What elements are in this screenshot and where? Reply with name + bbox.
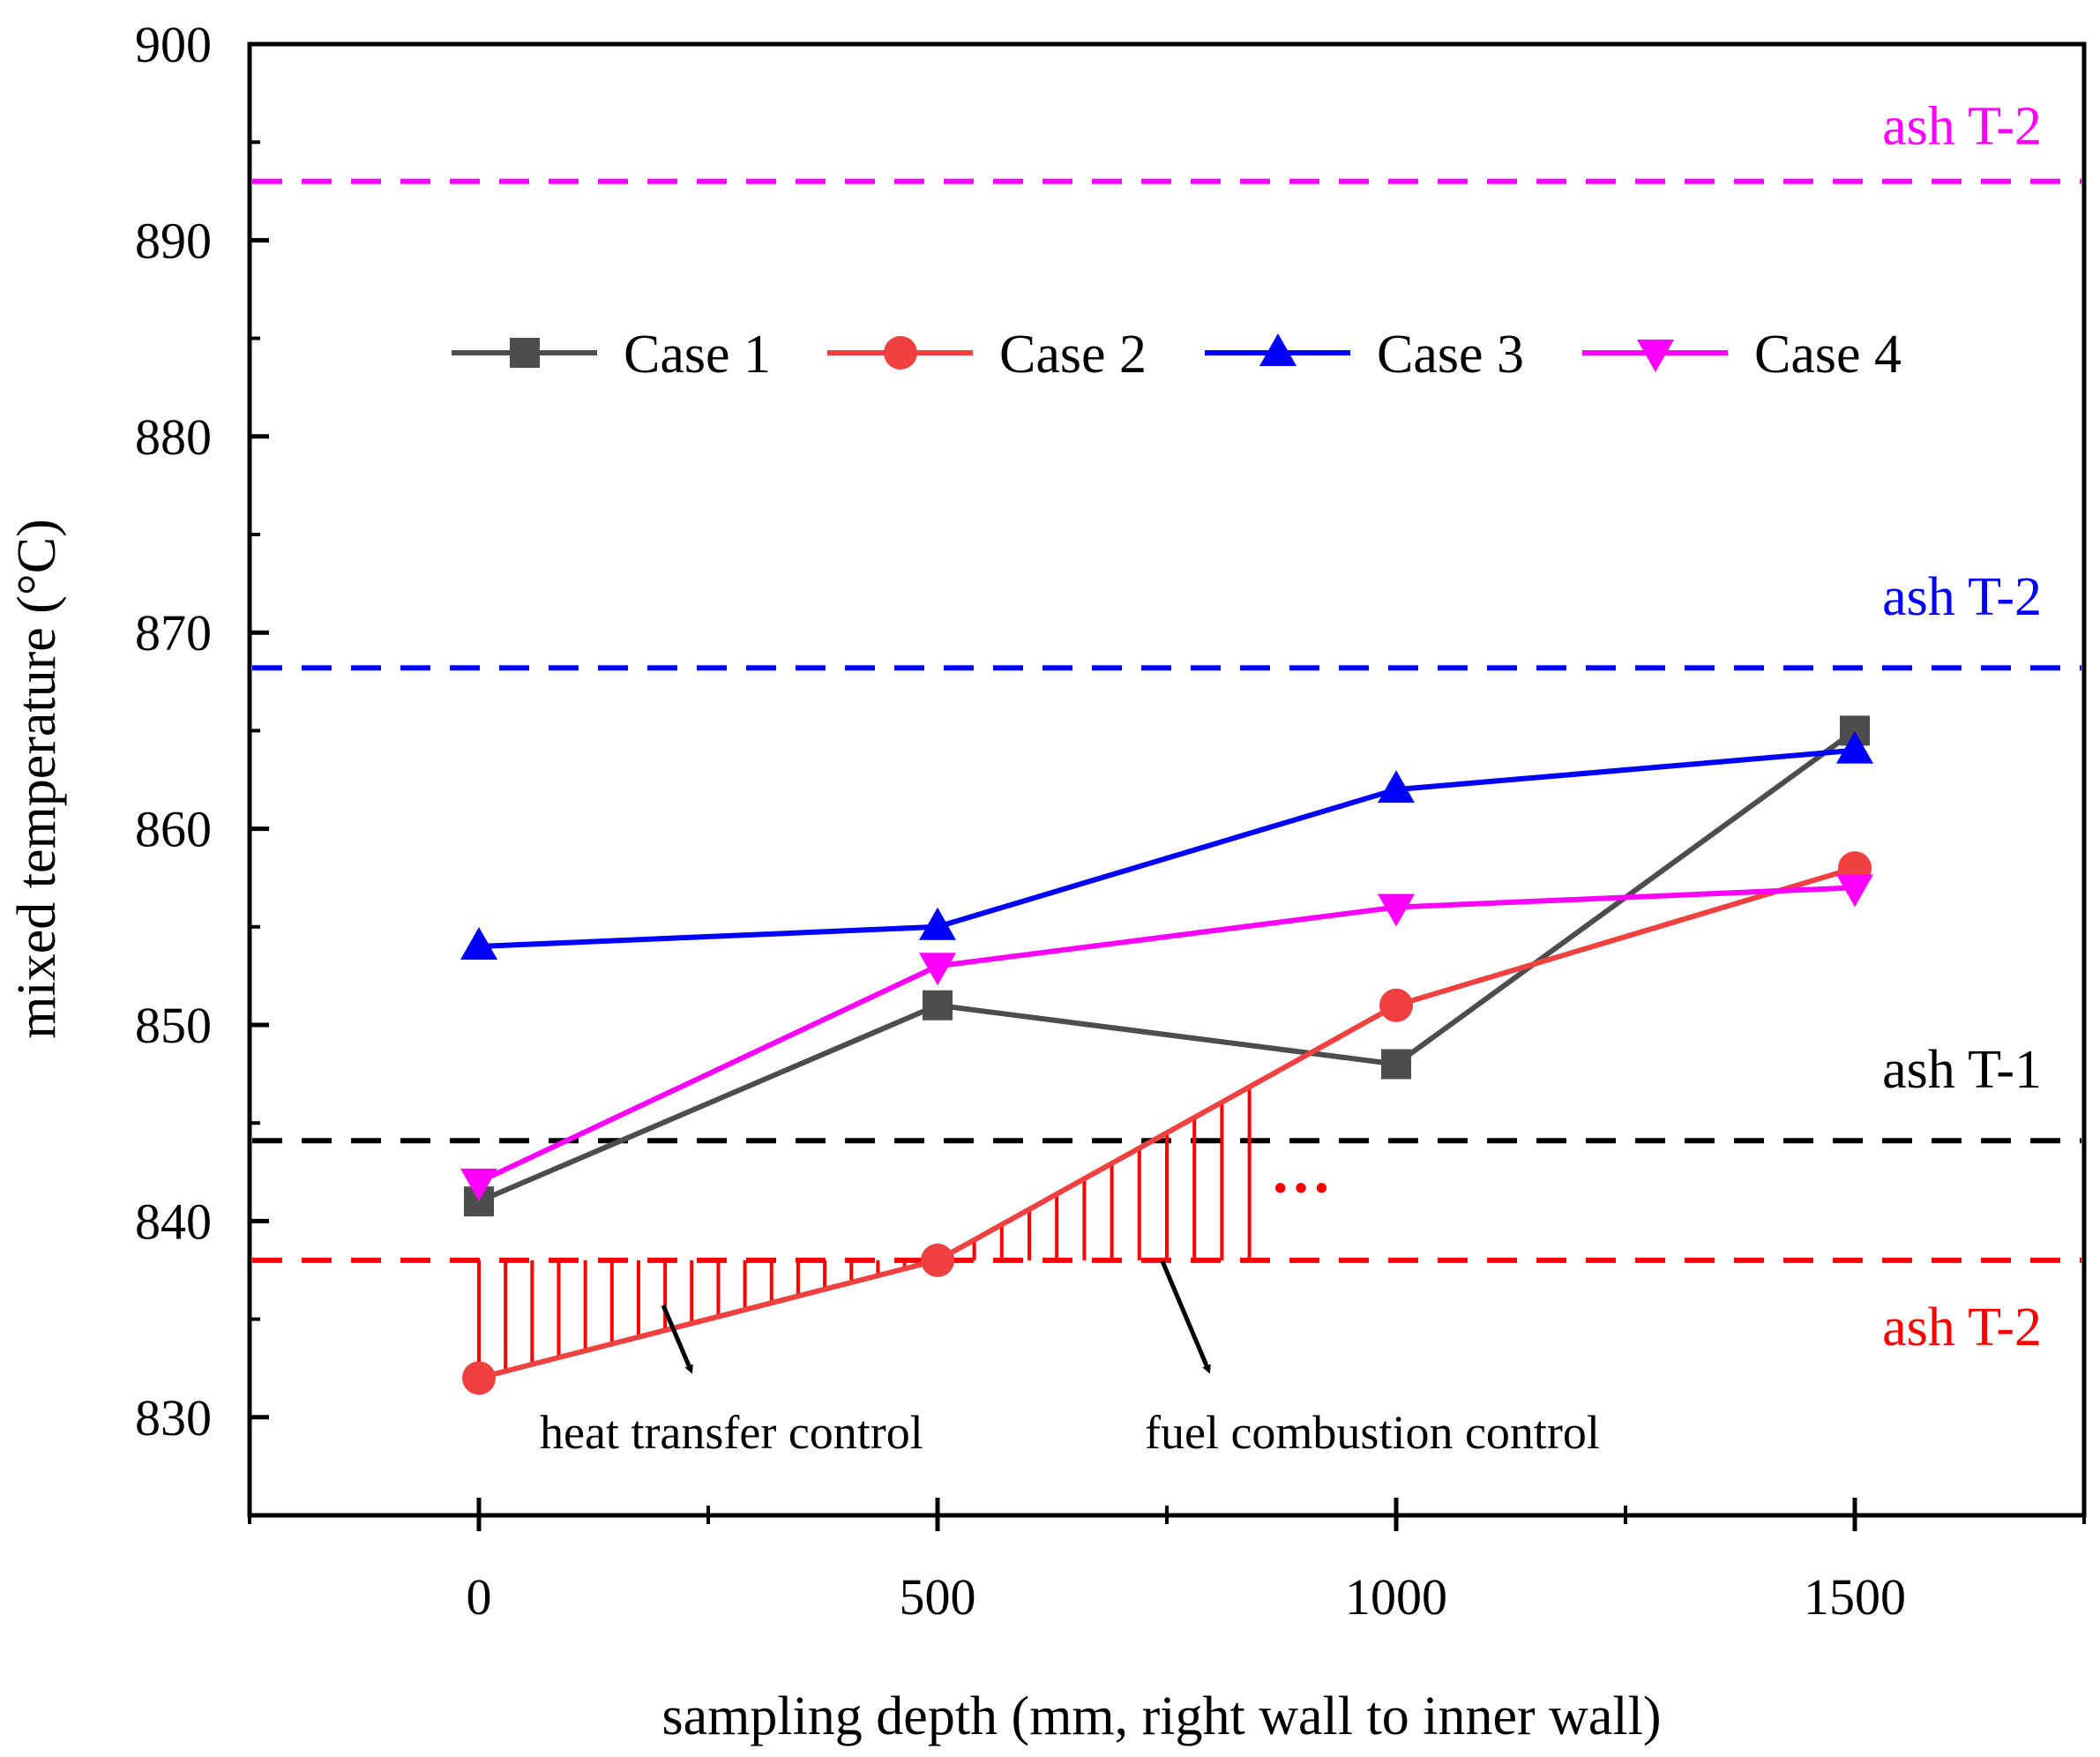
data-point (919, 953, 956, 986)
data-point (921, 1243, 954, 1277)
data-point (1379, 988, 1413, 1022)
y-axis-label: mixed temperature (°C) (7, 519, 67, 1038)
hatch-regions (477, 1087, 1252, 1379)
data-point (1378, 770, 1415, 804)
data-point (1378, 893, 1415, 927)
legend-marker (884, 336, 917, 370)
legend-label: Case 1 (624, 325, 771, 385)
annotation-fuel-combustion: fuel combustion control (1145, 1406, 1600, 1459)
data-point (1381, 1049, 1411, 1080)
y-tick-label: 840 (135, 1193, 212, 1250)
legend-marker (510, 338, 540, 368)
data-point (460, 927, 497, 961)
y-tick-label: 870 (135, 604, 212, 662)
x-tick-label: 1500 (1804, 1568, 1906, 1626)
series-line (477, 885, 1856, 1185)
x-tick-label: 500 (900, 1568, 976, 1626)
y-tick-label: 860 (135, 801, 212, 858)
series-2 (462, 851, 1872, 1395)
x-tick-label: 1000 (1345, 1568, 1447, 1626)
x-axis-ticks: 0 500 1000 1500 (248, 1498, 2086, 1626)
reference-labels: ash T-2 ash T-2 ash T-1 ash T-2 (1882, 97, 2042, 1357)
data-point (460, 1168, 497, 1201)
y-tick-label: 890 (135, 212, 212, 269)
arrow-fuel-combustion (1160, 1260, 1211, 1374)
y-tick-label: 900 (135, 16, 212, 73)
legend-item-2: Case 2 (827, 325, 1147, 385)
x-tick-label: 0 (467, 1568, 492, 1626)
ref-label-2: ash T-2 (1882, 567, 2042, 627)
ref-label-1: ash T-2 (1882, 97, 2042, 157)
data-point (462, 1361, 496, 1395)
legend-item-1: Case 1 (452, 325, 771, 385)
data-point (923, 990, 953, 1021)
arrow-heat-transfer (661, 1305, 693, 1374)
legend-label: Case 3 (1377, 325, 1524, 385)
plot-frame (247, 41, 2087, 1518)
series-line (478, 747, 1856, 950)
series-4 (460, 874, 1873, 1201)
data-point (1836, 874, 1873, 908)
legend-item-4: Case 4 (1582, 325, 1902, 385)
data-point (919, 907, 956, 940)
ref-label-3: ash T-1 (1882, 1040, 2042, 1100)
legend-label: Case 4 (1754, 325, 1902, 385)
y-tick-label: 850 (135, 997, 212, 1054)
y-axis-ticks: 830 840 850 860 870 880 890 900 (135, 16, 269, 1517)
ref-label-4: ash T-2 (1882, 1297, 2042, 1357)
legend: Case 1 Case 2 Case 3 Case 4 (452, 325, 1902, 385)
y-tick-label: 880 (135, 408, 212, 466)
legend-item-3: Case 3 (1205, 325, 1524, 385)
y-tick-label: 830 (135, 1389, 212, 1447)
series-line (478, 865, 1856, 1381)
legend-label: Case 2 (999, 325, 1147, 385)
legend-marker (1259, 333, 1297, 366)
annotations: heat transfer control fuel combustion con… (540, 1155, 1600, 1459)
series-layer (460, 715, 1873, 1395)
annotation-ellipsis: ··· (1270, 1155, 1332, 1222)
annotation-heat-transfer: heat transfer control (540, 1406, 923, 1459)
series-3 (460, 730, 1873, 961)
data-point (1836, 730, 1873, 764)
x-axis-label: sampling depth (mm, right wall to inner … (661, 1686, 1661, 1746)
legend-marker (1637, 340, 1674, 372)
